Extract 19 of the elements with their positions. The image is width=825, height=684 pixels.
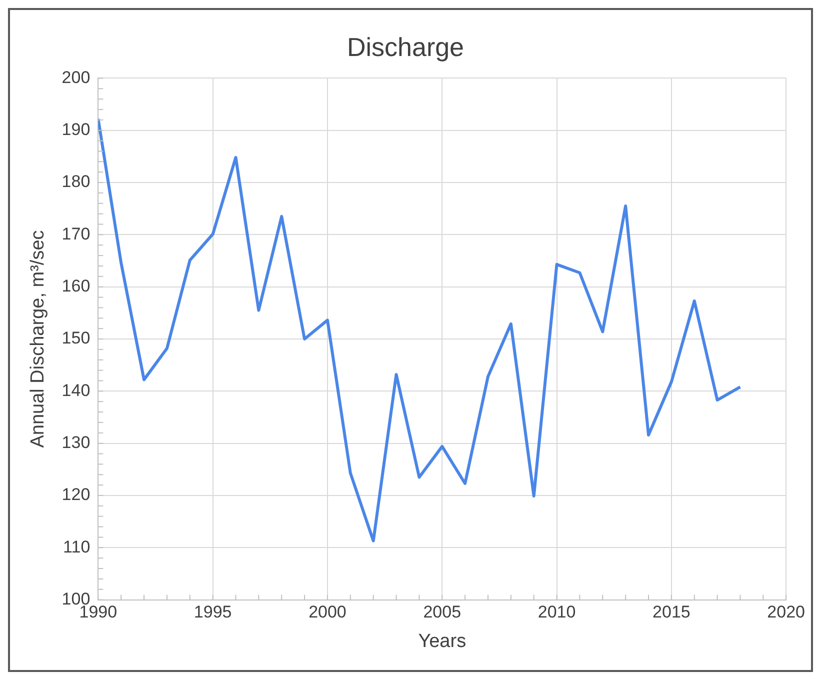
- chart-title: Discharge: [346, 32, 464, 62]
- y-tick-label: 150: [62, 328, 90, 348]
- y-tick-label: 160: [62, 276, 90, 296]
- x-tick-label: 2010: [538, 602, 576, 622]
- y-tick-label: 170: [62, 224, 90, 244]
- y-tick-label: 110: [63, 537, 90, 556]
- y-tick-label: 130: [62, 433, 90, 452]
- y-tick-label: 180: [62, 172, 90, 192]
- y-tick-label: 200: [62, 68, 90, 87]
- x-axis-title: Years: [418, 630, 466, 652]
- x-tick-label: 2000: [308, 602, 346, 622]
- y-tick-label: 120: [62, 485, 90, 504]
- x-tick-label: 1995: [194, 602, 232, 622]
- y-axis-title: Annual Discharge, m³/sec: [28, 230, 49, 448]
- x-tick-label: 2015: [652, 602, 690, 622]
- x-tick-label: 2005: [423, 602, 462, 622]
- x-tick-label: 2020: [767, 602, 806, 622]
- y-tick-label: 140: [62, 380, 90, 400]
- y-tick-label: 190: [62, 120, 90, 140]
